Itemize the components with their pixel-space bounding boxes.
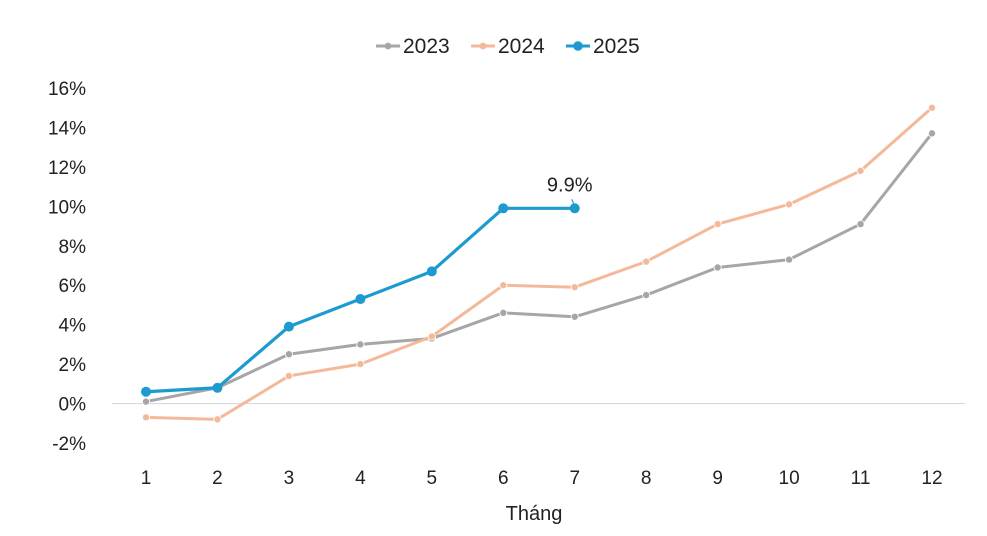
- data-point-2024: [284, 371, 293, 380]
- data-point-2024: [785, 200, 794, 209]
- x-tick-label: 11: [851, 468, 871, 489]
- y-tick-label: -2%: [52, 434, 86, 455]
- annotation-leader: [571, 199, 576, 207]
- y-tick-label: 16%: [48, 79, 86, 100]
- series-2023: [141, 129, 937, 406]
- data-point-2024: [499, 281, 508, 290]
- legend-label: 2025: [593, 35, 640, 58]
- x-tick-label: 7: [569, 468, 580, 489]
- data-point-2024: [928, 103, 937, 112]
- y-tick-label: 4%: [59, 316, 87, 337]
- annotation-layer: 9.9%: [547, 174, 593, 207]
- x-tick-label: 5: [427, 468, 438, 489]
- data-point-2023: [928, 129, 937, 138]
- data-point-2023: [570, 312, 579, 321]
- data-point-2024: [356, 360, 365, 369]
- data-point-2025: [283, 321, 294, 332]
- data-point-2023: [785, 255, 794, 264]
- data-point-2025: [355, 294, 366, 305]
- series-line-2023: [144, 131, 934, 404]
- data-point-2025: [426, 266, 437, 277]
- series-line-2024: [144, 106, 934, 421]
- x-tick-label: 9: [712, 468, 723, 489]
- data-point-2023: [713, 263, 722, 272]
- y-tick-label: 0%: [59, 395, 87, 416]
- legend-item-2024: 2024: [471, 35, 545, 58]
- data-point-2023: [856, 220, 865, 229]
- y-tick-label: 2%: [59, 355, 87, 376]
- y-tick-label: 14%: [48, 118, 86, 139]
- x-tick-label: 8: [641, 468, 652, 489]
- annotation-label: 9.9%: [547, 174, 593, 196]
- x-tick-label: 6: [498, 468, 509, 489]
- data-point-2023: [141, 397, 150, 406]
- legend-item-2025: 2025: [566, 35, 640, 58]
- x-axis-label: Tháng: [506, 503, 563, 525]
- data-point-2023: [356, 340, 365, 349]
- x-axis-tick-labels: 1 2 3 4 5 6 7 8 9 10 11 12: [141, 468, 943, 489]
- data-point-2024: [713, 220, 722, 229]
- y-tick-label: 8%: [59, 237, 87, 258]
- data-point-2024: [141, 413, 150, 422]
- data-point-2024: [213, 415, 222, 424]
- data-point-2024: [856, 166, 865, 175]
- data-point-2024: [642, 257, 651, 266]
- data-point-2025: [141, 386, 151, 397]
- y-tick-label: 6%: [59, 276, 87, 297]
- x-tick-label: 10: [779, 468, 800, 489]
- legend-swatch-marker: [573, 41, 583, 51]
- y-axis-tick-labels: -2% 0% 2% 4% 6% 8% 10% 12% 14% 16%: [48, 79, 86, 455]
- data-point-2023: [642, 291, 651, 300]
- legend-label: 2023: [403, 35, 450, 58]
- legend-label: 2024: [498, 35, 545, 58]
- x-tick-label: 4: [355, 468, 366, 489]
- series-2024: [141, 103, 937, 424]
- data-point-2023: [499, 308, 508, 317]
- data-point-2025: [569, 203, 580, 214]
- data-point-2025: [498, 203, 509, 214]
- x-tick-label: 3: [284, 468, 295, 489]
- data-point-2025: [212, 382, 223, 393]
- series-2025: [141, 203, 580, 397]
- y-tick-label: 12%: [48, 158, 86, 179]
- series-layer: [141, 103, 937, 424]
- x-tick-label: 2: [212, 468, 223, 489]
- data-point-2023: [284, 350, 293, 359]
- x-tick-label: 1: [141, 468, 152, 489]
- data-point-2024: [427, 332, 436, 341]
- legend-swatch-marker: [384, 42, 392, 50]
- x-tick-label: 12: [921, 468, 942, 489]
- legend: 2023 2024 2025: [376, 35, 640, 58]
- legend-swatch-marker: [479, 42, 487, 50]
- y-tick-label: 10%: [48, 197, 86, 218]
- data-point-2024: [570, 283, 579, 292]
- legend-item-2023: 2023: [376, 35, 450, 58]
